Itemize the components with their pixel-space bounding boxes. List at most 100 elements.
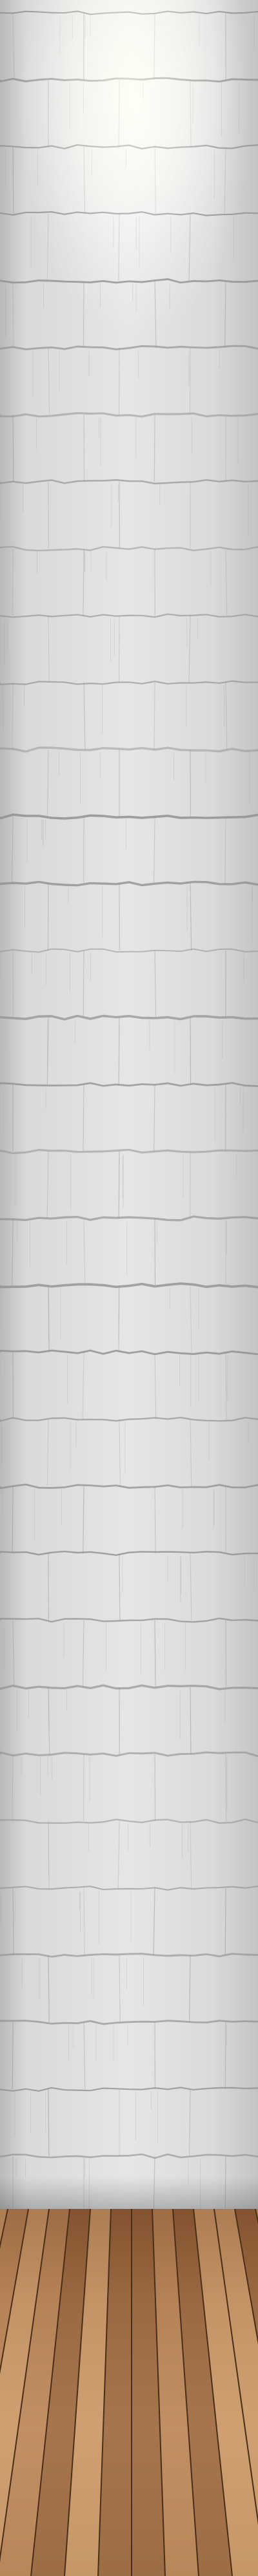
mortar-line xyxy=(0,1014,258,1021)
mortar-line xyxy=(0,1215,258,1222)
mortar-line xyxy=(0,1282,258,1289)
brick-joint xyxy=(154,12,155,80)
brick-joint xyxy=(190,1419,192,1487)
brick-joint xyxy=(11,816,14,884)
mortar-line xyxy=(0,77,258,83)
floor-planks xyxy=(0,2209,258,2576)
mortar-line xyxy=(0,1483,258,1490)
brick-joint xyxy=(188,615,191,683)
brick-joint xyxy=(12,1888,14,1956)
brick-joint xyxy=(154,682,155,750)
brick-joint xyxy=(83,2022,86,2090)
brick-joint xyxy=(225,682,228,750)
mortar-line xyxy=(0,1617,258,1623)
mortar-line xyxy=(0,10,258,15)
brick-joint xyxy=(48,347,50,415)
brick-joint xyxy=(83,280,84,348)
brick-joint xyxy=(46,213,49,281)
plank-gap xyxy=(234,2209,258,2345)
plank-gap xyxy=(193,2209,233,2576)
brick-joint xyxy=(224,816,226,884)
brick-joint xyxy=(224,280,226,348)
brick-joint xyxy=(12,1620,15,1688)
brick-joint xyxy=(83,682,86,750)
brick-joint xyxy=(12,414,14,482)
plank-gap xyxy=(64,2209,91,2576)
mortar-line xyxy=(0,1684,258,1690)
floor-plank xyxy=(152,2209,199,2576)
floor-plank xyxy=(173,2209,232,2576)
brick-joint xyxy=(188,213,191,281)
floor-plank xyxy=(194,2209,258,2576)
brick-joint xyxy=(154,950,157,1018)
brick-joint xyxy=(224,2022,226,2090)
mortar-line xyxy=(0,948,258,953)
mortar-line xyxy=(0,211,258,216)
brick-joint xyxy=(190,1017,192,1085)
mortar-line xyxy=(0,545,258,552)
brick-joint xyxy=(154,280,157,348)
brick-joint xyxy=(190,1821,192,1889)
mortar-line xyxy=(0,2020,258,2025)
brick-joint xyxy=(46,1151,49,1219)
brick-joint xyxy=(225,548,228,616)
brick-joint xyxy=(154,1352,157,1420)
brick-joint xyxy=(12,12,15,80)
wooden-floor xyxy=(0,2209,258,2576)
brick-joint xyxy=(48,2088,50,2157)
brick-joint xyxy=(12,280,14,348)
brick-joint xyxy=(224,146,226,214)
mortar-line xyxy=(0,2153,258,2159)
brick-joint xyxy=(46,1419,49,1487)
brick-joint xyxy=(190,79,192,147)
brick-joint xyxy=(12,1218,14,1286)
mortar-line xyxy=(0,1550,258,1557)
brick-joint xyxy=(82,1620,84,1688)
brick-joint xyxy=(83,950,84,1018)
brick-joint xyxy=(154,1084,155,1152)
plank-gap xyxy=(0,2209,50,2562)
brick-joint xyxy=(12,682,14,750)
brick-joint xyxy=(48,1955,50,2023)
brick-joint xyxy=(48,615,50,683)
brick-joint xyxy=(119,1955,121,2023)
brick-joint xyxy=(83,1218,86,1286)
brick-joint xyxy=(82,1352,84,1420)
floor-plank xyxy=(132,2209,165,2576)
brick-joint xyxy=(119,1419,121,1487)
mortar-line xyxy=(0,680,258,685)
brick-joint xyxy=(12,1754,14,1822)
brick-joint xyxy=(119,1553,121,1621)
brick-joint xyxy=(224,1888,226,1956)
mortar-line xyxy=(0,813,258,820)
mortar-line xyxy=(0,479,258,485)
mortar-line xyxy=(0,613,258,618)
floor-plank xyxy=(64,2209,111,2576)
brick-joint xyxy=(190,1687,192,1755)
mortar-line xyxy=(0,746,258,753)
brick-joint xyxy=(83,1084,84,1152)
plank-gap xyxy=(30,2209,70,2576)
brick-joint xyxy=(190,883,192,951)
brick-joint xyxy=(190,1553,192,1621)
floor-plank xyxy=(98,2209,132,2576)
mortar-line xyxy=(0,2087,258,2092)
mortar-line xyxy=(0,1349,258,1356)
mortar-line xyxy=(0,1416,258,1422)
mortar-line xyxy=(0,1886,258,1891)
mortar-line xyxy=(0,278,258,284)
brick-joint xyxy=(12,1486,14,1554)
brick-mortar-lines xyxy=(0,10,258,2209)
brick-joint xyxy=(83,548,84,616)
mortar-line xyxy=(0,144,258,150)
mortar-line xyxy=(0,1953,258,1958)
brick-joint xyxy=(153,1888,155,1956)
mortar-line xyxy=(0,1082,258,1087)
mortar-line xyxy=(0,880,258,887)
painted-brick-wall xyxy=(0,0,258,2215)
brick-joint xyxy=(117,1821,120,1889)
mortar-line xyxy=(0,412,258,418)
plank-gap xyxy=(172,2209,199,2576)
brick-joint xyxy=(12,548,14,616)
